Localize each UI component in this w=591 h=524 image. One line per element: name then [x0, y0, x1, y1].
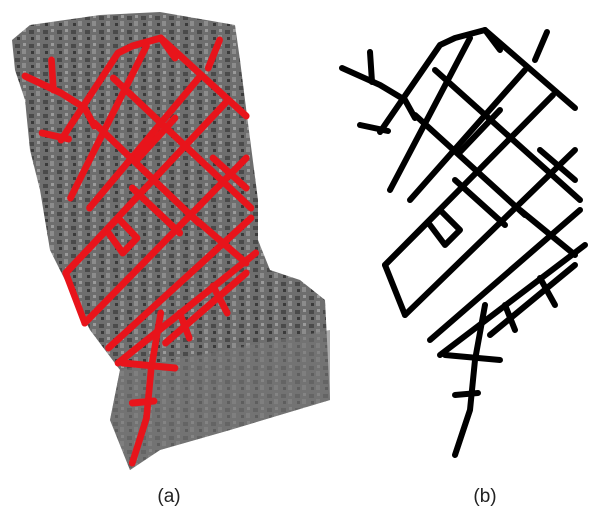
- figure: (a) (b): [0, 0, 591, 524]
- panel-label: (a): [157, 486, 180, 507]
- panel-label: (b): [473, 486, 496, 507]
- aerial-image: [12, 12, 330, 470]
- road-map: [342, 30, 585, 455]
